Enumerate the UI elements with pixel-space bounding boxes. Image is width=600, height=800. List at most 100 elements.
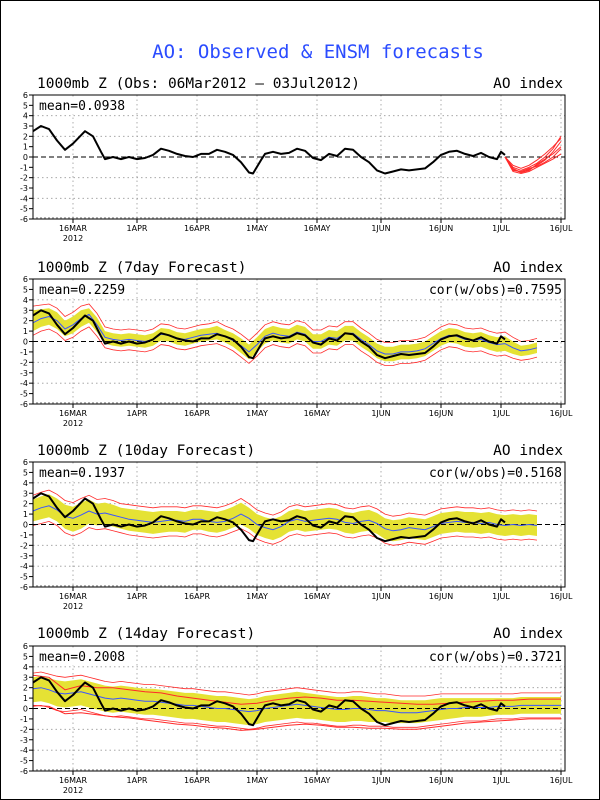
y-tick-label: -5	[20, 390, 28, 399]
x-tick-label: 1APR	[127, 776, 148, 785]
x-tick-label: 1JUL	[492, 409, 510, 418]
x-tick-label: 1JUL	[492, 224, 510, 233]
mean-label: mean=0.2008	[39, 650, 125, 665]
x-tick-label: 16MAY	[304, 224, 331, 233]
y-tick-label: 0	[23, 338, 28, 347]
y-tick-label: 6	[23, 91, 28, 100]
y-tick-label: 3	[23, 489, 28, 498]
cor-label-bg	[410, 465, 562, 481]
x-tick-label: 16APR	[184, 409, 210, 418]
panel-title: 1000mb Z (10day Forecast)	[37, 443, 255, 459]
y-tick-label: 6	[23, 275, 28, 284]
y-tick-label: 5	[23, 468, 28, 477]
mean-label-bg	[36, 649, 134, 665]
main-title: AO: Observed & ENSM forecasts	[152, 41, 484, 63]
y-tick-label: 4	[23, 296, 28, 305]
ensemble-member-line	[504, 136, 562, 171]
y-tick-label: -5	[20, 205, 28, 214]
correlation-label: cor(w/obs)=0.7595	[429, 283, 562, 298]
x-tick-label: 16APR	[184, 224, 210, 233]
ensemble-member-line	[504, 146, 562, 174]
panel-index-label: AO index	[493, 443, 563, 459]
mean-label: mean=0.2259	[39, 283, 125, 298]
y-tick-label: -1	[20, 715, 28, 724]
panel-4: 1000mb Z (14day Forecast) AO index 65 43 21 0…	[20, 626, 573, 795]
y-tick-label: -2	[20, 541, 28, 550]
x-tick-year-label: 2012	[63, 786, 83, 795]
ensemble-member-line	[32, 704, 561, 731]
y-tick-label: 1	[23, 327, 28, 336]
y-tick-label: 5	[23, 285, 28, 294]
y-tick-label: 2	[23, 684, 28, 693]
y-tick-label: 0	[23, 705, 28, 714]
panel-index-label: AO index	[493, 260, 563, 276]
x-tick-label: 16MAY	[304, 776, 331, 785]
y-tick-label: 1	[23, 694, 28, 703]
x-tick-label: 16MAR	[59, 592, 88, 601]
spread-upper-envelope	[32, 489, 538, 517]
observed-ao-line	[32, 309, 506, 360]
mean-label-bg	[36, 465, 134, 481]
y-tick-label: -1	[20, 531, 28, 540]
panel-index-label: AO index	[493, 76, 563, 92]
spread-lower-envelope	[32, 520, 538, 546]
x-tick-label: 1MAY	[246, 224, 268, 233]
x-tick-label: 16JUL	[550, 592, 573, 601]
y-tick-label: 0	[23, 521, 28, 530]
x-tick-label: 1MAY	[246, 409, 268, 418]
observed-ao-line	[32, 492, 506, 543]
y-tick-label: -5	[20, 757, 28, 766]
x-tick-label: 16MAY	[304, 592, 331, 601]
y-tick-label: 2	[23, 132, 28, 141]
y-tick-label: 2	[23, 500, 28, 509]
ensemble-mean-line	[32, 505, 538, 532]
spread-lower-envelope	[32, 704, 561, 730]
y-tick-label: 3	[23, 673, 28, 682]
x-tick-year-label: 2012	[63, 602, 83, 611]
x-tick-label: 16APR	[184, 592, 210, 601]
y-tick-label: -2	[20, 358, 28, 367]
x-tick-label: 16MAR	[59, 409, 88, 418]
x-tick-year-label: 2012	[63, 419, 83, 428]
cor-label-bg	[410, 282, 562, 298]
spread-upper-envelope	[32, 671, 561, 697]
y-tick-label: -4	[20, 194, 28, 203]
y-tick-label: -3	[20, 369, 28, 378]
x-tick-label: 1APR	[127, 224, 148, 233]
x-tick-label: 1MAY	[246, 776, 268, 785]
x-tick-label: 16JUN	[429, 224, 453, 233]
x-tick-label: 16JUN	[429, 776, 453, 785]
x-tick-label: 16JUN	[429, 409, 453, 418]
panel-2: 1000mb Z (7day Forecast) AO index 65 43 21 0 -…	[20, 260, 573, 428]
x-tick-label: 1APR	[127, 409, 148, 418]
observed-ao-line	[32, 125, 506, 175]
panel-title: 1000mb Z (Obs: 06Mar2012 – 03Jul2012)	[37, 76, 360, 92]
y-tick-label: 3	[23, 306, 28, 315]
y-tick-label: -6	[20, 767, 28, 776]
x-tick-label: 1JUL	[492, 776, 510, 785]
panel-3: 1000mb Z (10day Forecast) AO index 65 43 21 0…	[20, 443, 573, 611]
y-tick-label: 0	[23, 153, 28, 162]
y-tick-label: -3	[20, 184, 28, 193]
y-tick-label: 5	[23, 101, 28, 110]
x-tick-label: 1JUN	[371, 592, 390, 601]
y-tick-label: 1	[23, 143, 28, 152]
x-tick-label: 1JUN	[371, 224, 390, 233]
y-tick-label: 3	[23, 122, 28, 131]
y-tick-label: -6	[20, 215, 28, 224]
x-tick-label: 1JUN	[371, 409, 390, 418]
panel-title: 1000mb Z (7day Forecast)	[37, 260, 247, 276]
spread-upper-envelope	[32, 303, 538, 343]
x-tick-label: 16MAR	[59, 224, 88, 233]
x-tick-label: 16JUL	[550, 224, 573, 233]
spread-lower-envelope	[32, 326, 538, 366]
y-tick-label: -4	[20, 562, 28, 571]
y-tick-label: 2	[23, 317, 28, 326]
x-tick-label: 16MAY	[304, 409, 331, 418]
mean-label: mean=0.1937	[39, 466, 125, 481]
y-tick-label: -1	[20, 163, 28, 172]
ensemble-spread-band	[33, 494, 537, 542]
y-tick-label: -4	[20, 379, 28, 388]
y-tick-label: -2	[20, 725, 28, 734]
